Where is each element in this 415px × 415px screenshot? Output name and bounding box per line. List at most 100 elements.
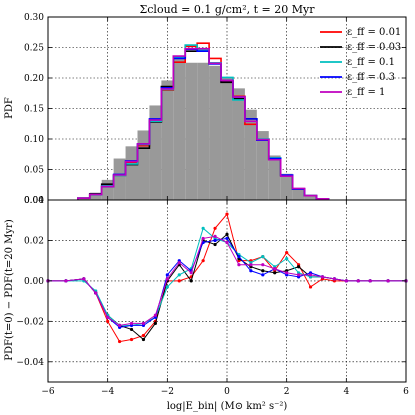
bottom-series-point-4 <box>273 267 277 271</box>
bottom-series-point-4 <box>141 321 146 325</box>
background-bar <box>292 188 305 200</box>
bottom-series-point-3 <box>237 255 241 259</box>
top-y-tick-label: 0.05 <box>24 166 44 176</box>
bottom-series-group <box>46 212 408 344</box>
bottom-series-point-4 <box>285 271 289 275</box>
bottom-y-tick-label: −0.02 <box>16 317 44 327</box>
bottom-series-point-4 <box>118 323 122 327</box>
bottom-series-point-4 <box>201 236 205 241</box>
legend-label-1: ε_ff = 0.03 <box>347 42 401 53</box>
top-series-line-4 <box>77 47 330 200</box>
background-bar <box>268 155 281 200</box>
bottom-series-point-0 <box>213 226 217 230</box>
bottom-x-tick-label: 0 <box>224 387 230 397</box>
bottom-series-point-0 <box>141 333 146 338</box>
background-bar <box>244 109 257 200</box>
background-bar <box>149 105 162 200</box>
bottom-y-tick-label: 0.00 <box>24 277 44 287</box>
bottom-x-tick-label: 2 <box>284 387 290 397</box>
bottom-x-tick-label: 6 <box>403 387 409 397</box>
bottom-series-point-4 <box>308 273 313 277</box>
bottom-series-point-4 <box>64 279 68 283</box>
top-y-tick-label: 0.25 <box>24 44 44 54</box>
bottom-plot-frame <box>47 199 407 383</box>
background-histogram <box>77 57 329 201</box>
background-bar <box>113 158 126 200</box>
bottom-y-tick-label: 0.02 <box>24 236 44 246</box>
bottom-series-point-3 <box>225 236 229 241</box>
bottom-series-point-4 <box>249 263 253 267</box>
bottom-x-tick-label: 4 <box>343 387 349 397</box>
top-y-tick-label: 0.10 <box>24 135 44 145</box>
bottom-series-point-4 <box>213 234 217 238</box>
background-bar <box>173 57 186 201</box>
bottom-series-point-3 <box>213 238 217 243</box>
bottom-series-point-3 <box>165 273 169 277</box>
bottom-series-point-0 <box>285 250 289 255</box>
bottom-series-point-0 <box>308 285 313 289</box>
bottom-series-point-1 <box>273 271 277 275</box>
bottom-series-point-4 <box>368 279 372 283</box>
bottom-series-point-1 <box>189 279 193 283</box>
bottom-series-point-4 <box>356 279 360 283</box>
bottom-panel: −6 −4 −2 0 2 4 6 −0.04 −0.02 0.00 0.02 0.04 PDF(t=0… <box>4 196 409 412</box>
background-bar <box>101 179 114 200</box>
background-bar <box>197 62 210 200</box>
top-y-tick-label: 0.20 <box>24 74 44 84</box>
bottom-y-tick-label-top: 0.04 <box>24 196 44 206</box>
bottom-series-point-1 <box>261 269 265 273</box>
background-bar <box>256 131 269 200</box>
background-bar <box>161 80 174 200</box>
bottom-series-line-3 <box>48 237 406 328</box>
background-bar <box>221 78 233 200</box>
chart-title: Σcloud = 0.1 g/cm², t = 20 Myr <box>139 3 315 16</box>
top-series-group <box>77 42 330 200</box>
background-bar <box>125 146 138 200</box>
bottom-series-point-4 <box>189 271 193 275</box>
bottom-series-point-4 <box>332 277 336 281</box>
bottom-series-point-4 <box>177 261 181 265</box>
bottom-series-point-4 <box>320 275 325 279</box>
bottom-x-tick-label: −6 <box>41 387 55 397</box>
bottom-series-point-1 <box>129 327 134 332</box>
legend-label-4: ε_ff = 1 <box>347 87 385 98</box>
bottom-series-point-4 <box>82 277 86 281</box>
background-bar <box>232 88 245 200</box>
bottom-series-point-3 <box>261 273 265 277</box>
legend-label-3: ε_ff = 0.3 <box>347 72 395 83</box>
background-bar <box>209 65 222 200</box>
background-bar <box>185 62 198 200</box>
top-y-axis-title: PDF <box>4 97 15 119</box>
bottom-series-point-2 <box>285 257 289 261</box>
bottom-series-point-0 <box>118 339 122 344</box>
bottom-series-point-2 <box>165 285 169 289</box>
bottom-series-point-4 <box>94 291 98 295</box>
bottom-x-tick-label: −4 <box>101 387 115 397</box>
background-bar <box>89 192 102 200</box>
bottom-x-tick-label: −2 <box>161 387 174 397</box>
bottom-series-point-4 <box>153 313 157 317</box>
bottom-series-point-4 <box>344 279 348 283</box>
bottom-series-point-0 <box>129 337 134 342</box>
bottom-series-point-2 <box>261 255 265 259</box>
bottom-series-point-4 <box>237 263 241 267</box>
top-y-tick-label: 0.15 <box>24 105 44 115</box>
bottom-series-point-4 <box>261 263 265 267</box>
bottom-series-point-1 <box>141 337 146 342</box>
bottom-y-tick-label: −0.04 <box>16 358 44 368</box>
bottom-series-point-1 <box>297 265 301 269</box>
background-bar <box>137 130 150 200</box>
legend-label-0: ε_ff = 0.01 <box>347 27 401 38</box>
bottom-series-point-2 <box>201 226 205 230</box>
top-panel: 0.00 0.05 0.10 0.15 0.20 0.25 0.30 PDF ε_ff = … <box>4 13 407 206</box>
background-bar <box>304 196 317 200</box>
top-y-tick-label: 0.00 <box>24 196 44 206</box>
bottom-y-axis-title: PDF(t=0) − PDF(t=20 Myr) <box>4 219 15 361</box>
bottom-series-point-1 <box>225 232 229 236</box>
legend-label-2: ε_ff = 0.1 <box>347 57 395 68</box>
top-tick-group: 0.00 0.05 0.10 0.15 0.20 0.25 0.30 <box>24 13 407 206</box>
bottom-series-point-1 <box>213 242 217 247</box>
bottom-grid <box>47 199 407 382</box>
bottom-series-point-4 <box>129 321 134 325</box>
